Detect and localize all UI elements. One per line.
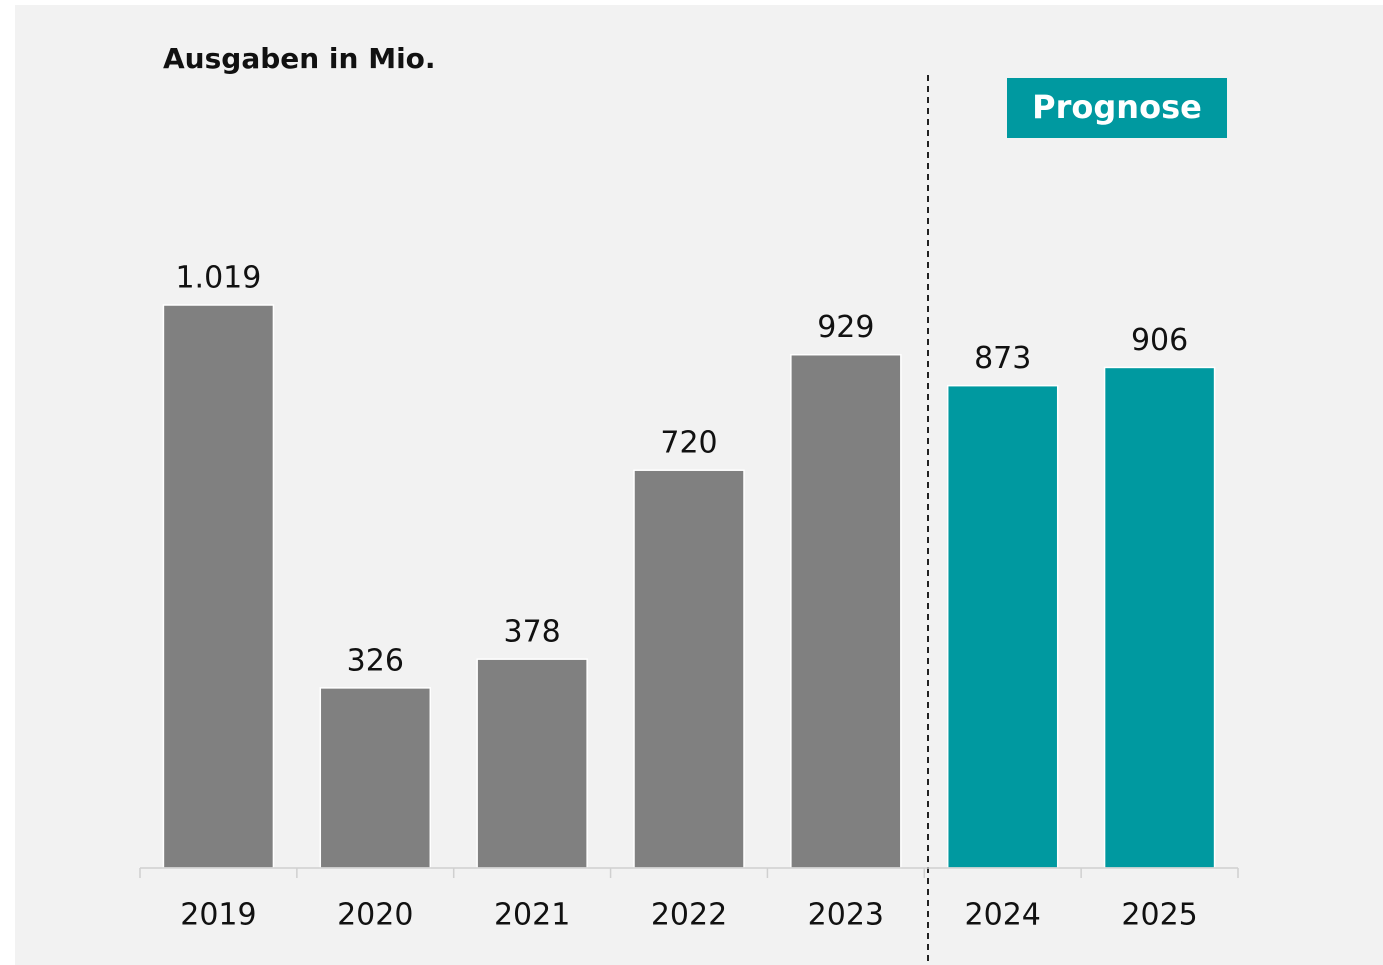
bar: [946, 384, 1059, 869]
x-tick-label: 2020: [337, 898, 413, 933]
x-tick-label: 2019: [180, 898, 256, 933]
bar: [476, 658, 588, 869]
value-label: 873: [974, 341, 1031, 376]
bar: [1103, 366, 1216, 869]
value-label: 906: [1131, 323, 1188, 358]
x-tick-label: 2025: [1121, 898, 1197, 933]
annotation: Prognose: [1032, 88, 1202, 126]
annotation-box: [1007, 78, 1227, 138]
x-tick-label: 2022: [651, 898, 727, 933]
x-tick-label: 2024: [965, 898, 1041, 933]
value-label: 929: [817, 310, 874, 345]
x-tick-label: 2023: [808, 898, 884, 933]
value-label: 1.019: [175, 261, 261, 296]
bar: [319, 687, 432, 869]
chart-title: Ausgaben in Mio.: [163, 42, 436, 75]
bar: [162, 304, 275, 869]
value-label: 720: [660, 426, 717, 461]
value-label: 378: [504, 615, 561, 650]
bar: [790, 353, 902, 869]
bar: [633, 469, 745, 869]
x-tick-label: 2021: [494, 898, 570, 933]
value-label: 326: [347, 643, 404, 678]
